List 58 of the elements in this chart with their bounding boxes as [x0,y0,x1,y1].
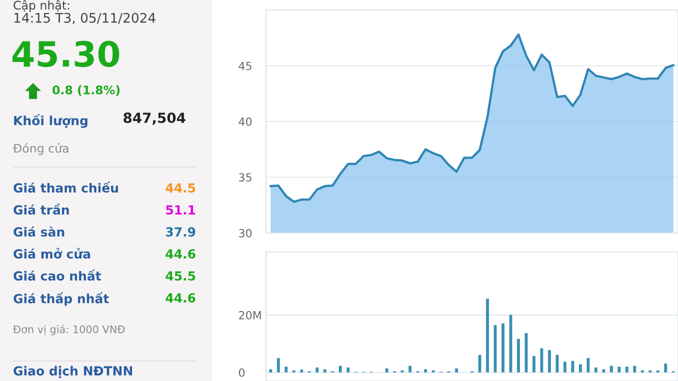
y-tick-label: 30 [239,228,252,238]
bar [408,366,412,372]
bar [664,364,668,372]
bar [586,358,590,372]
y-tick-label: 40 [238,117,252,126]
text: Đơn vị giá: 1000 VNĐ [13,324,125,336]
bar [540,348,544,372]
text: 14:15 T3, 05/11/2024 [14,12,156,24]
bar [316,368,319,372]
bar [276,358,280,372]
bar [346,368,350,372]
bar [300,370,304,372]
text: Giá tham chiếu [14,182,118,193]
bar [455,368,458,372]
bar [610,366,613,372]
bar [563,362,566,372]
bar [602,369,606,372]
bar [269,369,272,372]
bar [338,366,342,372]
text: Giá mở cửa [14,248,90,259]
bar [578,364,582,372]
text: 44.6 [166,249,196,259]
y-tick-label: 0 [238,368,245,377]
text: Giá trần [14,204,69,215]
bar [625,366,628,372]
text: Giao dịch NĐTNN [14,366,132,378]
y-tick-label: 20M [239,311,261,320]
text: 51.1 [166,205,196,215]
bar [323,369,326,372]
text: Đóng cửa [13,142,68,156]
text: Cập nhật: [14,0,70,12]
bar [284,366,288,372]
text: 0.8 (1.8%) [52,85,120,96]
bar [424,369,428,372]
bar [548,350,551,372]
bar [502,323,504,372]
text: 37.9 [166,227,196,237]
text: Giá cao nhất [14,270,102,281]
y-tick-label: 35 [239,173,252,182]
text: 45.5 [166,271,196,281]
text: Giá thấp nhất [14,292,109,306]
bar [594,368,598,372]
text: 847,504 [124,112,186,125]
bar [486,298,489,372]
bar [633,366,636,372]
text: Khối lượng [14,114,88,128]
bar [618,366,621,372]
text: 45.30 [12,40,120,68]
text: Giá sàn [14,226,64,237]
y-tick-label: 45 [238,62,252,70]
bar [556,354,559,372]
text: 44.6 [166,293,196,303]
bar [524,333,528,372]
text: 44.5 [166,183,196,193]
bar [571,360,574,372]
bar [516,338,520,372]
bar [532,356,536,372]
bar [385,368,388,372]
